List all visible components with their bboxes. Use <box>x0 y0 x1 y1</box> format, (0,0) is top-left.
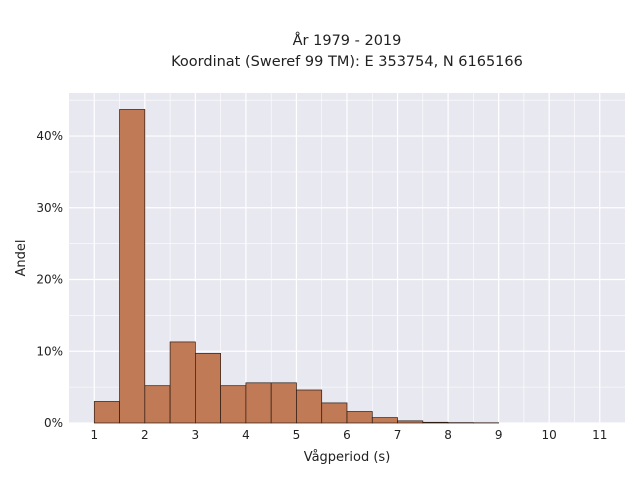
histogram-bar <box>195 353 220 423</box>
x-tick-label: 5 <box>293 428 301 442</box>
y-tick-label: 40% <box>36 129 63 143</box>
histogram-bar <box>221 386 246 423</box>
x-axis-ticks: 1 2 3 4 5 6 7 8 9 10 11 <box>90 428 607 442</box>
x-tick-label: 11 <box>592 428 607 442</box>
chart-subtitle: Koordinat (Sweref 99 TM): E 353754, N 61… <box>171 54 523 70</box>
histogram-bar <box>322 403 347 423</box>
histogram-bar <box>372 418 397 423</box>
histogram-bar <box>120 110 145 424</box>
histogram-bar <box>296 390 321 423</box>
histogram-bar <box>170 342 195 423</box>
histogram-bar <box>271 383 296 423</box>
histogram-bar <box>246 383 271 423</box>
x-tick-label: 1 <box>90 428 98 442</box>
x-tick-label: 10 <box>542 428 557 442</box>
y-tick-label: 20% <box>36 273 63 287</box>
histogram-bar <box>145 386 170 423</box>
x-tick-label: 4 <box>242 428 250 442</box>
histogram-bar <box>398 421 423 423</box>
y-axis-label: Andel <box>14 240 29 277</box>
x-tick-label: 3 <box>192 428 200 442</box>
x-tick-label: 6 <box>343 428 351 442</box>
histogram-bar <box>347 412 372 423</box>
histogram-bar <box>423 422 448 423</box>
histogram-bar <box>94 401 119 423</box>
x-tick-label: 8 <box>444 428 452 442</box>
y-tick-label: 10% <box>36 344 63 358</box>
y-tick-label: 30% <box>36 201 63 215</box>
x-tick-label: 7 <box>394 428 402 442</box>
y-tick-label: 0% <box>44 416 63 430</box>
x-tick-label: 2 <box>141 428 149 442</box>
x-tick-label: 9 <box>495 428 503 442</box>
x-axis-label: Vågperiod (s) <box>304 450 391 465</box>
chart-title: År 1979 - 2019 <box>293 32 402 49</box>
y-axis-ticks: 0% 10% 20% 30% 40% <box>36 129 63 430</box>
